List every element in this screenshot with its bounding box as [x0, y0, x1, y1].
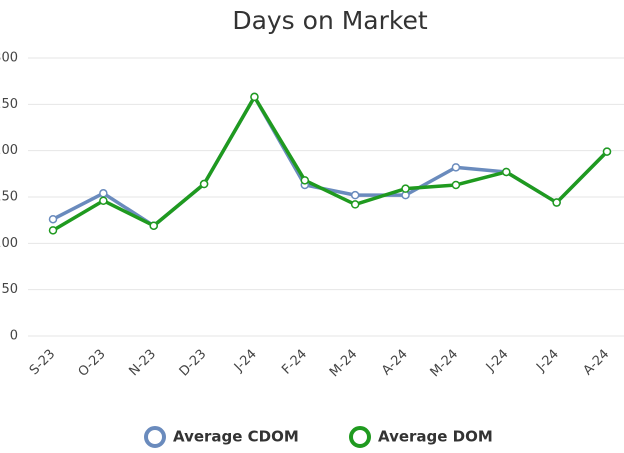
y-tick-label: 100 — [0, 236, 18, 251]
y-tick-label: 250 — [0, 97, 18, 112]
point — [602, 147, 612, 156]
point — [502, 167, 511, 177]
y-tick-label: 150 — [0, 190, 18, 205]
x-tick-label: D-23 — [177, 347, 210, 380]
y-tick-label: 50 — [1, 282, 18, 297]
point — [99, 196, 108, 205]
point — [99, 189, 108, 198]
point — [451, 163, 461, 172]
point — [552, 198, 561, 207]
x-tick-label: A-24 — [379, 347, 411, 379]
y-tick-label: 0 — [10, 329, 18, 344]
y-tick-label: 200 — [0, 143, 18, 158]
x-tick-label: J-24 — [483, 347, 512, 376]
x-tick-label: F-24 — [279, 347, 310, 378]
point — [350, 190, 360, 200]
point — [149, 221, 158, 230]
x-tick-label: M-24 — [327, 347, 361, 381]
x-tick-label: J-24 — [231, 347, 260, 376]
point — [300, 176, 310, 185]
point — [199, 179, 209, 189]
x-tick-label: O-23 — [76, 347, 109, 380]
chart-title: Days on Market — [232, 6, 428, 35]
point — [48, 214, 58, 224]
legend-icon — [349, 426, 371, 448]
series-line — [52, 95, 609, 228]
series-line — [52, 95, 609, 232]
x-tick-label: A-24 — [581, 347, 613, 379]
point — [250, 92, 259, 102]
x-tick-label: S-23 — [27, 347, 58, 378]
y-tick-label: 300 — [0, 51, 18, 66]
point — [451, 180, 461, 190]
point — [48, 226, 58, 235]
legend-label: Average CDOM — [173, 428, 299, 446]
point — [350, 200, 360, 209]
x-tick-label: N-23 — [127, 347, 160, 380]
point — [401, 184, 410, 193]
legend-label: Average DOM — [378, 428, 493, 446]
legend-icon — [144, 426, 166, 448]
x-tick-label: M-24 — [428, 347, 462, 381]
x-tick-label: J-24 — [533, 347, 562, 376]
